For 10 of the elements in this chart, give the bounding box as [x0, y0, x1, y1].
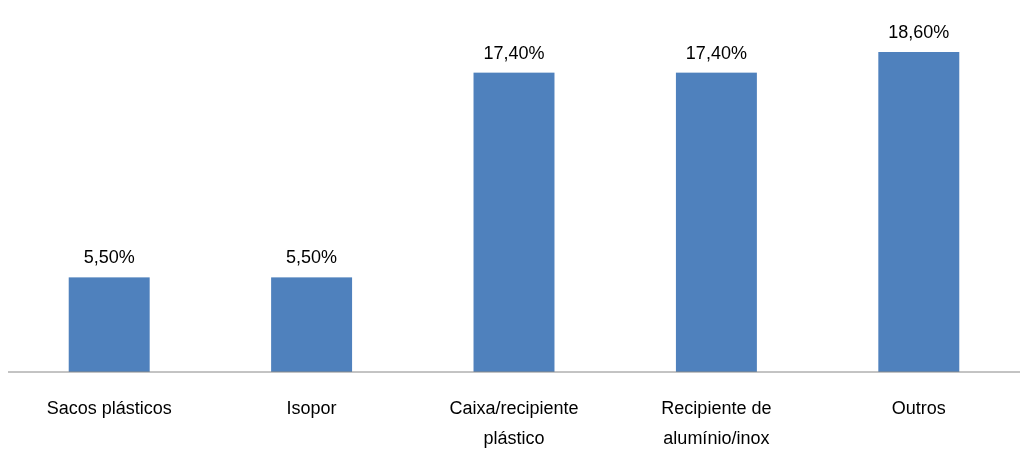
x-tick-label: Caixa/recipiente plástico: [449, 398, 579, 448]
x-tick-label: Recipiente de alumínio/inox: [661, 398, 772, 448]
data-label: 5,50%: [83, 247, 135, 268]
data-label: 18,60%: [888, 22, 950, 42]
data-label: 5,50%: [286, 247, 338, 268]
x-tick-label: Isopor: [286, 398, 337, 418]
data-label: 17,40%: [685, 42, 747, 63]
data-label: 17,40%: [483, 42, 545, 63]
x-tick-label: Outros: [891, 398, 946, 418]
x-tick-label: Sacos plásticos: [46, 398, 172, 418]
